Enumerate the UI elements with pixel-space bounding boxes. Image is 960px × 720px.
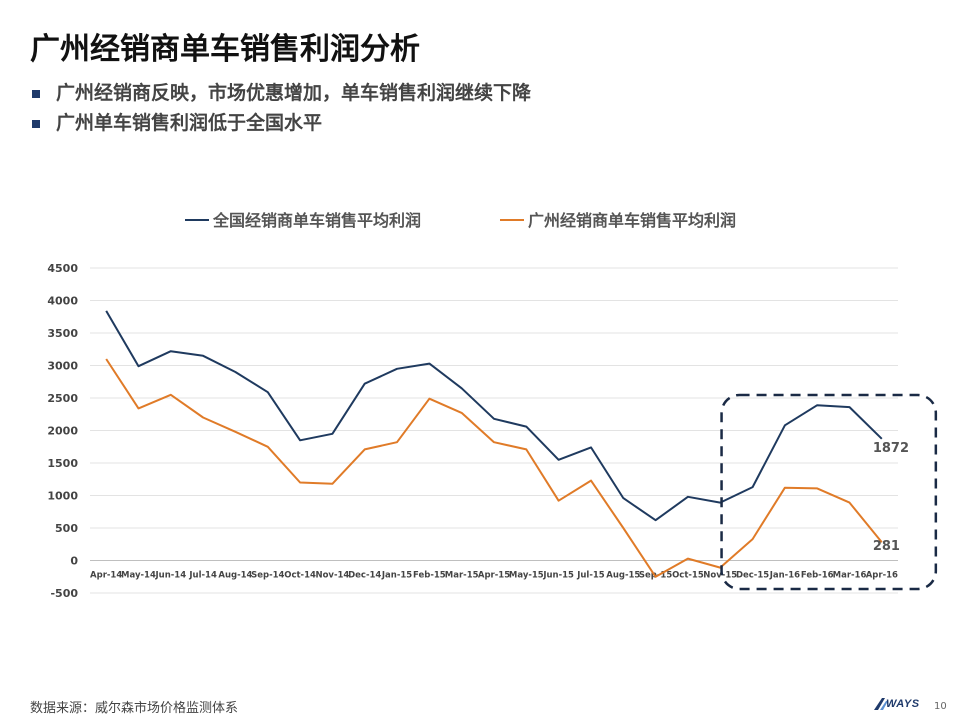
highlight-box: [720, 393, 938, 591]
logo-text: WAYS: [886, 698, 920, 710]
x-tick-label: Apr-15: [478, 571, 510, 581]
x-tick-label: Feb-16: [801, 571, 834, 581]
ways-logo-icon: [874, 698, 888, 710]
x-tick-label: Jan-15: [381, 571, 412, 581]
chart-grid: [90, 267, 898, 594]
bullet-item: 广州单车销售利润低于全国水平: [30, 108, 531, 138]
x-tick-label: Jan-16: [769, 571, 800, 581]
x-tick-label: Mar-15: [445, 571, 479, 581]
x-tick-label: Nov-14: [315, 571, 349, 581]
bullet-text: 广州单车销售利润低于全国水平: [56, 112, 323, 134]
line-chart: 全国经销商单车销售平均利润 广州经销商单车销售平均利润 -500 0 500 1000 1…: [47, 211, 938, 600]
x-tick-label: May-14: [121, 571, 156, 581]
bullet-text: 广州经销商反映，市场优惠增加，单车销售利润继续下降: [56, 82, 532, 104]
x-tick-label: Jun-15: [542, 571, 574, 581]
legend-label: 全国经销商单车销售平均利润: [212, 211, 421, 230]
y-tick-label: 0: [70, 555, 78, 568]
chart-legend: 全国经销商单车销售平均利润 广州经销商单车销售平均利润: [185, 211, 736, 230]
data-source-note: 数据来源：威尔森市场价格监测体系: [30, 701, 239, 716]
x-tick-label: Nov-15: [703, 571, 737, 581]
x-tick-label: Mar-16: [833, 571, 867, 581]
x-tick-label: May-15: [509, 571, 544, 581]
y-tick-label: 500: [55, 522, 78, 535]
x-tick-label: Feb-15: [413, 571, 446, 581]
data-label: 1872: [873, 441, 909, 456]
y-tick-label: 1000: [47, 490, 78, 503]
chart-series: [105, 310, 883, 578]
y-tick-label: 2000: [47, 425, 78, 438]
y-tick-label: -500: [50, 587, 78, 600]
legend-label: 广州经销商单车销售平均利润: [528, 211, 736, 230]
y-tick-label: 1500: [47, 457, 78, 470]
bullet-square-icon: [32, 90, 40, 98]
y-tick-label: 4000: [47, 295, 78, 308]
x-tick-label: Dec-15: [736, 571, 769, 581]
x-tick-label: Apr-16: [866, 571, 898, 581]
bullet-square-icon: [32, 120, 40, 128]
x-tick-label: Apr-14: [90, 571, 122, 581]
chart-annotations: 1872 281: [720, 393, 938, 591]
x-tick-label: Sep-14: [251, 571, 284, 581]
x-tick-label: Oct-14: [284, 571, 316, 581]
series-line-2: [105, 358, 883, 578]
y-axis: -500 0 500 1000 1500 2000 2500 3000 3500 4000 4500: [47, 262, 78, 600]
bullet-item: 广州经销商反映，市场优惠增加，单车销售利润继续下降: [30, 78, 531, 108]
y-tick-label: 3000: [47, 360, 78, 373]
x-tick-label: Jun-14: [154, 571, 186, 581]
slide-title: 广州经销商单车销售利润分析: [30, 32, 420, 67]
page-number: 10: [934, 701, 947, 712]
x-tick-label: Jul-15: [576, 571, 605, 581]
y-tick-label: 4500: [47, 262, 78, 275]
x-tick-label: Dec-14: [348, 571, 381, 581]
data-label: 281: [873, 539, 900, 554]
x-tick-label: Aug-14: [218, 571, 252, 581]
y-tick-label: 2500: [47, 392, 78, 405]
x-tick-label: Jul-14: [188, 571, 217, 581]
series-line-1: [105, 310, 883, 522]
y-tick-label: 3500: [47, 327, 78, 340]
bullet-list: 广州经销商反映，市场优惠增加，单车销售利润继续下降 广州单车销售利润低于全国水平: [30, 78, 531, 138]
x-tick-label: Oct-15: [672, 571, 704, 581]
x-tick-label: Aug-15: [606, 571, 640, 581]
